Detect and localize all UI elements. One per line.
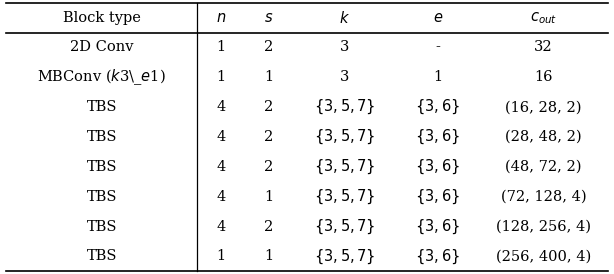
Text: $\{3, 5, 7\}$: $\{3, 5, 7\}$ xyxy=(314,187,375,206)
Text: $\{3, 5, 7\}$: $\{3, 5, 7\}$ xyxy=(314,247,375,266)
Text: $\{3, 5, 7\}$: $\{3, 5, 7\}$ xyxy=(314,98,375,116)
Text: $\{3, 5, 7\}$: $\{3, 5, 7\}$ xyxy=(314,128,375,146)
Text: TBS: TBS xyxy=(87,130,117,144)
Text: $\{3, 6\}$: $\{3, 6\}$ xyxy=(416,217,460,236)
Text: 4: 4 xyxy=(217,160,226,174)
Text: (28, 48, 2): (28, 48, 2) xyxy=(505,130,582,144)
Text: $\{3, 5, 7\}$: $\{3, 5, 7\}$ xyxy=(314,217,375,236)
Text: $\{3, 6\}$: $\{3, 6\}$ xyxy=(416,158,460,176)
Text: $\{3, 6\}$: $\{3, 6\}$ xyxy=(416,98,460,116)
Text: $n$: $n$ xyxy=(216,11,227,25)
Text: -: - xyxy=(435,41,440,55)
Text: TBS: TBS xyxy=(87,100,117,114)
Text: (48, 72, 2): (48, 72, 2) xyxy=(505,160,582,174)
Text: 1: 1 xyxy=(433,70,443,84)
Text: MBConv ($k$3\_$e$1): MBConv ($k$3\_$e$1) xyxy=(37,67,166,87)
Text: 4: 4 xyxy=(217,130,226,144)
Text: Block type: Block type xyxy=(63,11,141,25)
Text: 4: 4 xyxy=(217,219,226,233)
Text: 32: 32 xyxy=(534,41,553,55)
Text: 2: 2 xyxy=(264,130,273,144)
Text: $k$: $k$ xyxy=(339,10,350,26)
Text: $\{3, 6\}$: $\{3, 6\}$ xyxy=(416,187,460,206)
Text: 16: 16 xyxy=(534,70,553,84)
Text: (256, 400, 4): (256, 400, 4) xyxy=(496,249,591,263)
Text: $\{3, 6\}$: $\{3, 6\}$ xyxy=(416,247,460,266)
Text: (16, 28, 2): (16, 28, 2) xyxy=(505,100,582,114)
Text: 1: 1 xyxy=(217,249,226,263)
Text: $\{3, 5, 7\}$: $\{3, 5, 7\}$ xyxy=(314,158,375,176)
Text: $e$: $e$ xyxy=(433,11,443,25)
Text: 4: 4 xyxy=(217,190,226,204)
Text: 2: 2 xyxy=(264,100,273,114)
Text: TBS: TBS xyxy=(87,160,117,174)
Text: (72, 128, 4): (72, 128, 4) xyxy=(501,190,586,204)
Text: 2: 2 xyxy=(264,160,273,174)
Text: 1: 1 xyxy=(217,70,226,84)
Text: 1: 1 xyxy=(264,70,273,84)
Text: TBS: TBS xyxy=(87,190,117,204)
Text: 3: 3 xyxy=(340,41,349,55)
Text: TBS: TBS xyxy=(87,219,117,233)
Text: (128, 256, 4): (128, 256, 4) xyxy=(496,219,591,233)
Text: 3: 3 xyxy=(340,70,349,84)
Text: $\{3, 6\}$: $\{3, 6\}$ xyxy=(416,128,460,146)
Text: 1: 1 xyxy=(264,249,273,263)
Text: $c_{out}$: $c_{out}$ xyxy=(530,10,557,25)
Text: 2D Conv: 2D Conv xyxy=(70,41,134,55)
Text: 1: 1 xyxy=(264,190,273,204)
Text: 2: 2 xyxy=(264,219,273,233)
Text: TBS: TBS xyxy=(87,249,117,263)
Text: $s$: $s$ xyxy=(264,11,273,25)
Text: 2: 2 xyxy=(264,41,273,55)
Text: 1: 1 xyxy=(217,41,226,55)
Text: 4: 4 xyxy=(217,100,226,114)
